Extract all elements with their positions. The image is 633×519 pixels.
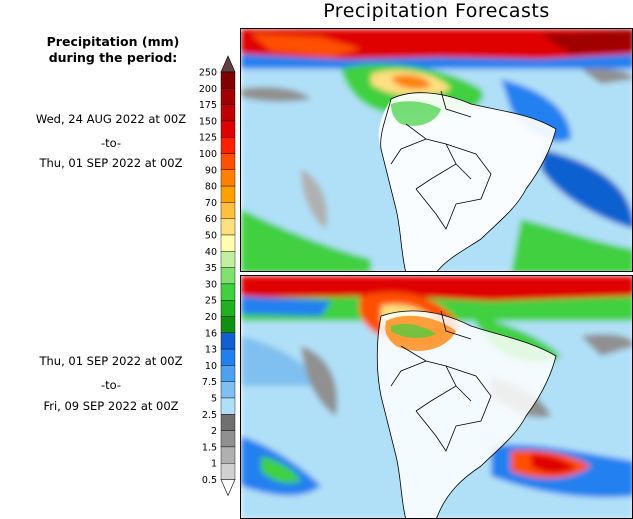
colorbar-swatch bbox=[220, 202, 236, 219]
colorbar-tick-label: 2 bbox=[211, 426, 217, 437]
colorbar-swatch bbox=[220, 381, 236, 399]
colorbar-tick-label: 13 bbox=[205, 345, 217, 356]
colorbar-swatch bbox=[220, 397, 236, 415]
colorbar-tick-label: 1.5 bbox=[202, 442, 217, 453]
colorbar-tick-label: 60 bbox=[205, 214, 217, 225]
chart-title: Precipitation Forecasts bbox=[323, 0, 550, 22]
forecast-map-period2 bbox=[240, 275, 633, 519]
colorbar-top-arrow bbox=[220, 55, 236, 73]
colorbar-tick-label: 16 bbox=[205, 328, 217, 339]
colorbar-bottom-arrow bbox=[220, 479, 236, 497]
colorbar-swatch bbox=[220, 185, 236, 203]
colorbar-swatch bbox=[220, 88, 236, 105]
colorbar-tick-label: 20 bbox=[205, 312, 217, 323]
colorbar-tick-label: 50 bbox=[205, 231, 217, 242]
colorbar-swatch bbox=[220, 251, 236, 268]
colorbar-tick-label: 40 bbox=[205, 247, 217, 258]
colorbar-swatch bbox=[220, 446, 236, 464]
colorbar-tick-label: 5 bbox=[211, 394, 217, 405]
colorbar-swatch bbox=[220, 153, 236, 170]
colorbar-tick-label: 200 bbox=[199, 84, 217, 95]
period2-start: Thu, 01 SEP 2022 at 00Z bbox=[39, 354, 183, 368]
colorbar-swatch bbox=[220, 234, 236, 252]
colorbar-swatch bbox=[220, 218, 236, 236]
colorbar-tick-label: 7.5 bbox=[202, 377, 217, 388]
period1-sep: -to- bbox=[100, 136, 122, 150]
colorbar-swatch bbox=[220, 169, 236, 187]
forecast-map-period1 bbox=[240, 28, 633, 272]
colorbar-tick-label: 90 bbox=[205, 165, 217, 176]
colorbar-tick-label: 1 bbox=[211, 459, 217, 470]
period2-end: Fri, 09 SEP 2022 at 00Z bbox=[43, 399, 179, 413]
colorbar-tick-label: 30 bbox=[205, 279, 217, 290]
colorbar-tick-label: 175 bbox=[199, 100, 217, 111]
period2-sep: -to- bbox=[100, 378, 122, 392]
colorbar-swatch bbox=[220, 71, 236, 89]
colorbar-tick-label: 0.5 bbox=[202, 475, 217, 486]
colorbar-swatch bbox=[220, 104, 236, 122]
colorbar-swatch bbox=[220, 300, 236, 317]
legend-title-line1: Precipitation (mm) bbox=[46, 34, 180, 49]
colorbar-swatch bbox=[220, 348, 236, 366]
legend-title: Precipitation (mm) during the period: bbox=[22, 34, 204, 66]
colorbar-swatch bbox=[220, 267, 236, 285]
period1-end: Thu, 01 SEP 2022 at 00Z bbox=[39, 156, 183, 170]
legend-title-line2: during the period: bbox=[48, 50, 178, 65]
colorbar-swatch bbox=[220, 332, 236, 350]
colorbar-swatch bbox=[220, 414, 236, 431]
colorbar: 2502001751501251009080706050403530252016… bbox=[199, 55, 236, 497]
colorbar-swatch bbox=[220, 430, 236, 448]
period1-start: Wed, 24 AUG 2022 at 00Z bbox=[35, 112, 187, 126]
colorbar-swatch bbox=[220, 283, 236, 301]
colorbar-tick-label: 80 bbox=[205, 182, 217, 193]
colorbar-swatch bbox=[220, 316, 236, 333]
colorbar-swatch bbox=[220, 365, 236, 382]
colorbar-tick-label: 70 bbox=[205, 198, 217, 209]
colorbar-tick-label: 10 bbox=[205, 361, 217, 372]
colorbar-tick-label: 2.5 bbox=[202, 410, 217, 421]
colorbar-tick-label: 250 bbox=[199, 68, 217, 79]
colorbar-tick-label: 35 bbox=[205, 263, 217, 274]
colorbar-swatch bbox=[220, 120, 236, 138]
colorbar-swatch bbox=[220, 136, 236, 154]
colorbar-tick-label: 25 bbox=[205, 296, 217, 307]
colorbar-swatch bbox=[220, 463, 236, 480]
